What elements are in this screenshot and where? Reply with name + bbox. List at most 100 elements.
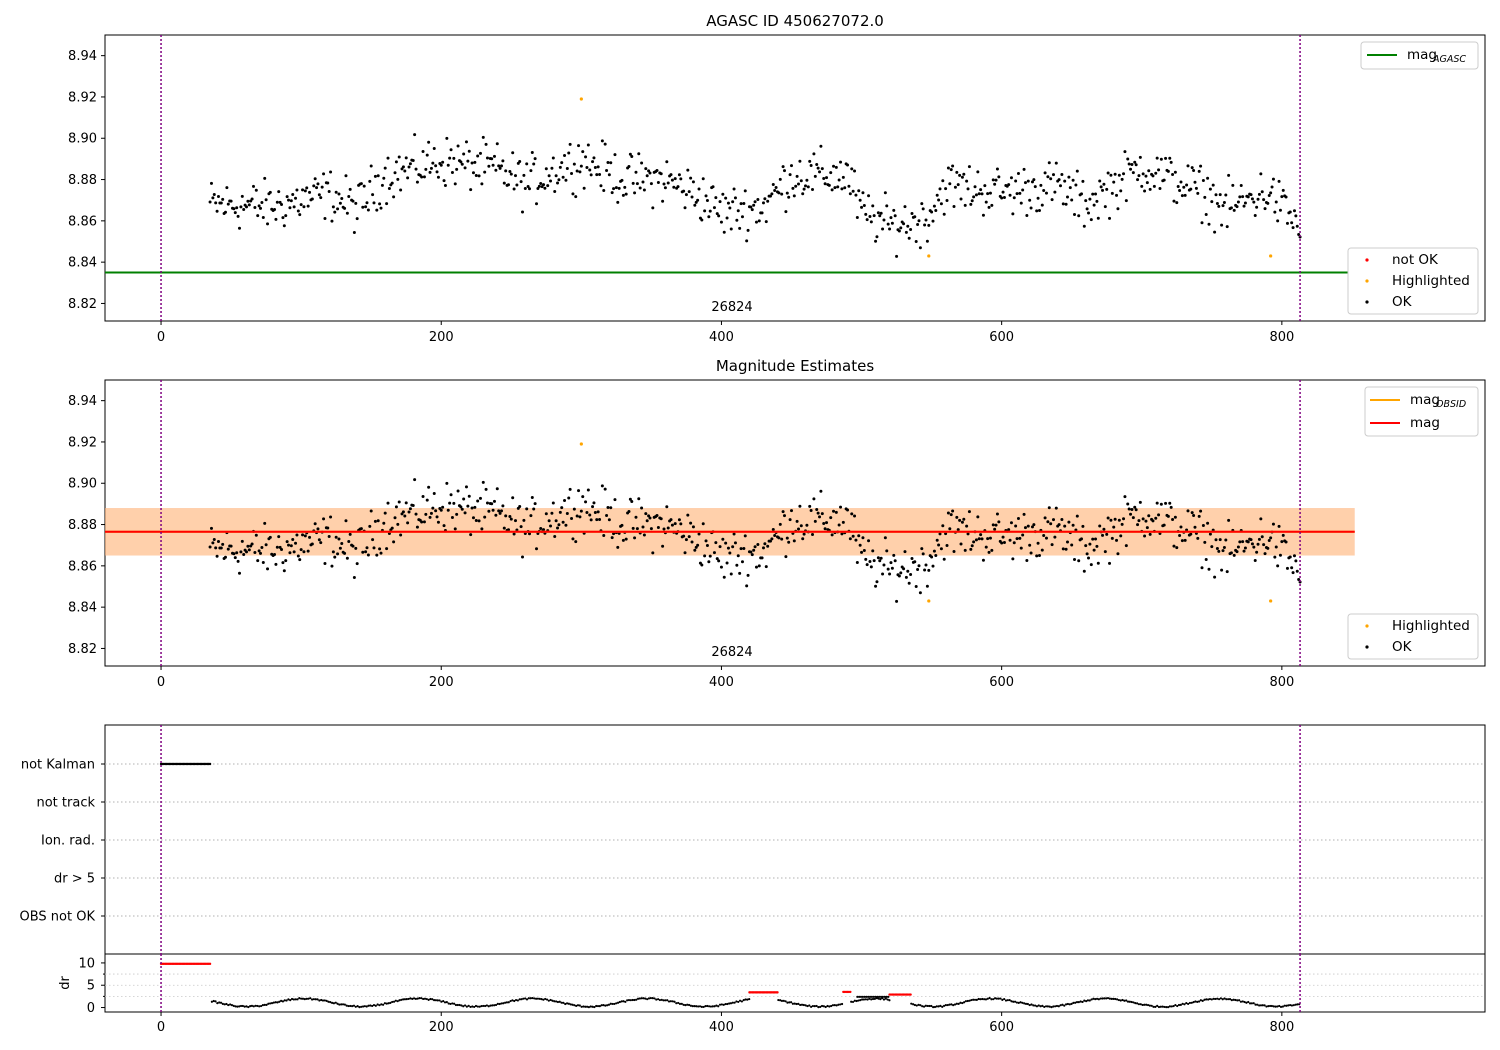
ok-point [1016,171,1020,175]
dr-point [1174,1003,1177,1007]
dr-point [686,1003,689,1006]
ok-point [740,560,744,564]
ok-point [592,156,596,160]
ok-point [825,521,829,525]
dr-point [1070,1002,1073,1005]
ok-point [1166,169,1170,173]
ok-point [853,514,857,518]
ok-point [209,526,213,530]
ok-point [1063,524,1067,528]
ok-point [1204,557,1208,561]
ok-point [612,187,616,191]
ok-point [233,211,237,215]
dr-point [573,1004,576,1007]
ok-point [1186,509,1190,513]
ok-point [1201,523,1205,527]
dr-point [265,1003,268,1006]
ok-point [336,552,340,556]
ok-point [960,175,964,179]
ok-point [319,541,323,545]
ok-point [1065,195,1069,199]
ok-point [236,559,240,563]
ok-point [219,546,223,550]
ok-point [1001,535,1005,539]
ok-point [904,230,908,234]
dr-point [591,1005,594,1008]
ok-point [582,186,586,190]
ok-point [547,519,551,523]
ok-point [988,191,992,195]
ok-point [317,538,321,542]
dr-point [223,1003,226,1006]
ok-point [1138,155,1142,159]
ok-point [373,519,377,523]
dr-point [1112,997,1115,1000]
dr-point [438,999,441,1002]
dr-point [704,1005,707,1008]
ok-point [432,147,436,151]
ok-point [401,165,405,169]
ok-point [462,497,466,501]
ok-point [899,226,903,230]
ok-point [864,557,868,561]
ok-point [523,187,527,191]
ok-point [945,544,949,548]
ok-point [934,208,938,212]
ok-point [902,567,906,571]
ok-point [1087,211,1091,215]
ok-point [913,215,917,219]
ok-point [637,497,641,501]
ok-point [689,521,693,525]
dr-point [870,995,874,998]
dr-point [351,1005,354,1008]
dr-point [1177,1003,1181,1007]
ok-point [609,506,613,510]
ok-point [1080,537,1084,541]
ok-point [528,532,532,536]
dr-point [611,1002,614,1006]
ok-point [974,538,978,542]
dr-point [1268,1004,1272,1008]
ok-point [369,509,373,513]
dr-point [731,1001,734,1004]
ok-point [1012,541,1016,545]
ok-point [380,183,384,187]
ok-point [874,584,878,588]
dr-point [263,1003,266,1006]
dr-point [289,999,292,1002]
dr-point [862,998,866,1001]
ok-point [1143,534,1147,538]
ok-point [672,185,676,189]
ok-point [327,535,331,539]
ok-point [924,218,928,222]
ok-point [785,191,789,195]
ok-point [757,219,761,223]
ok-point [802,532,806,536]
ok-point [1206,176,1210,180]
ok-point [832,509,836,513]
dr-point [1247,1000,1250,1004]
ok-point [282,569,286,573]
ok-point [1136,178,1140,182]
dr-point [655,998,658,1001]
ok-point [250,197,254,201]
ok-point [434,164,438,168]
ok-point [768,539,772,543]
dr-point [398,999,401,1002]
ok-point [939,202,943,206]
dr-point [473,1005,476,1009]
ok-point [878,214,882,218]
ok-point [1117,173,1121,177]
ok-point [413,478,417,482]
dr-point [334,1001,337,1004]
dr-point [280,999,283,1002]
ok-point [889,216,893,220]
ok-point [337,537,341,541]
ok-point [414,167,418,171]
dr-point [281,1000,285,1003]
ok-point [1105,187,1109,191]
dr-point [582,1005,585,1008]
ok-point [229,199,233,203]
dr-point [888,999,891,1002]
ok-point [733,196,737,200]
